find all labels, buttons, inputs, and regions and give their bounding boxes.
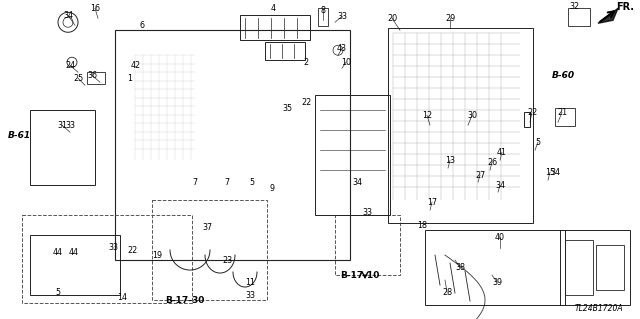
- Text: 38: 38: [455, 263, 465, 271]
- Polygon shape: [598, 8, 618, 23]
- Text: 2: 2: [303, 58, 308, 67]
- Text: 29: 29: [445, 14, 455, 23]
- Bar: [22, 215, 192, 303]
- Text: 40: 40: [495, 233, 505, 241]
- Bar: [315, 95, 390, 215]
- Text: 25: 25: [73, 74, 83, 83]
- Text: FR.: FR.: [616, 2, 634, 12]
- Text: 17: 17: [427, 197, 437, 207]
- Text: 30: 30: [467, 111, 477, 120]
- Text: 19: 19: [152, 250, 162, 260]
- Text: 10: 10: [341, 58, 351, 67]
- Text: 27: 27: [475, 171, 485, 180]
- Text: 8: 8: [321, 6, 326, 15]
- Text: 6: 6: [140, 21, 145, 30]
- Text: 15: 15: [545, 168, 555, 177]
- Text: 5: 5: [56, 287, 61, 297]
- Text: 23: 23: [222, 256, 232, 264]
- Text: B-60: B-60: [552, 71, 575, 80]
- Text: 41: 41: [497, 148, 507, 157]
- Text: 20: 20: [387, 14, 397, 23]
- Bar: [87, 72, 105, 84]
- Text: 9: 9: [269, 184, 275, 193]
- Text: TL24B1720A: TL24B1720A: [575, 303, 623, 313]
- Text: 36: 36: [87, 71, 97, 80]
- Bar: [568, 8, 590, 26]
- Text: 34: 34: [550, 168, 560, 177]
- Text: 5: 5: [536, 138, 541, 147]
- Text: 34: 34: [495, 181, 505, 189]
- Text: 39: 39: [492, 278, 502, 286]
- Text: 34: 34: [63, 11, 73, 20]
- Text: 32: 32: [569, 2, 579, 11]
- Bar: [565, 240, 593, 295]
- Text: 1: 1: [127, 74, 132, 83]
- Text: 44: 44: [53, 248, 63, 256]
- Bar: [152, 200, 267, 300]
- Text: B-17-30: B-17-30: [165, 296, 204, 305]
- Bar: [524, 112, 530, 127]
- Text: 43: 43: [337, 44, 347, 53]
- Text: 33: 33: [362, 208, 372, 217]
- Text: 42: 42: [131, 61, 141, 70]
- Text: 35: 35: [282, 104, 292, 113]
- Text: 22: 22: [127, 246, 137, 255]
- Text: 44: 44: [69, 248, 79, 256]
- Text: 33: 33: [65, 121, 75, 130]
- Text: 24: 24: [65, 61, 75, 70]
- Text: 34: 34: [352, 178, 362, 187]
- Text: 21: 21: [557, 108, 567, 117]
- Bar: [318, 8, 328, 26]
- Text: 7: 7: [193, 178, 198, 187]
- Text: 14: 14: [117, 293, 127, 301]
- Bar: [425, 230, 565, 305]
- Text: B-61: B-61: [8, 131, 31, 140]
- Bar: [335, 215, 400, 275]
- Text: 31: 31: [57, 121, 67, 130]
- Bar: [560, 230, 630, 305]
- Text: 7: 7: [225, 178, 230, 187]
- Text: 18: 18: [417, 220, 427, 230]
- Text: 22: 22: [527, 108, 537, 117]
- Text: 11: 11: [245, 278, 255, 286]
- Text: 4: 4: [271, 4, 275, 13]
- Text: 33: 33: [337, 12, 347, 21]
- Bar: [388, 28, 533, 223]
- Text: 5: 5: [250, 178, 255, 187]
- Bar: [596, 245, 624, 290]
- Text: 26: 26: [487, 158, 497, 167]
- Text: 28: 28: [442, 287, 452, 297]
- Text: 16: 16: [90, 4, 100, 13]
- Text: 33: 33: [108, 242, 118, 252]
- Text: 37: 37: [202, 223, 212, 232]
- Bar: [555, 108, 575, 126]
- Text: 13: 13: [445, 156, 455, 165]
- Text: 22: 22: [302, 98, 312, 107]
- Text: B-17-10: B-17-10: [340, 271, 380, 280]
- Text: 12: 12: [422, 111, 432, 120]
- Text: 33: 33: [245, 291, 255, 300]
